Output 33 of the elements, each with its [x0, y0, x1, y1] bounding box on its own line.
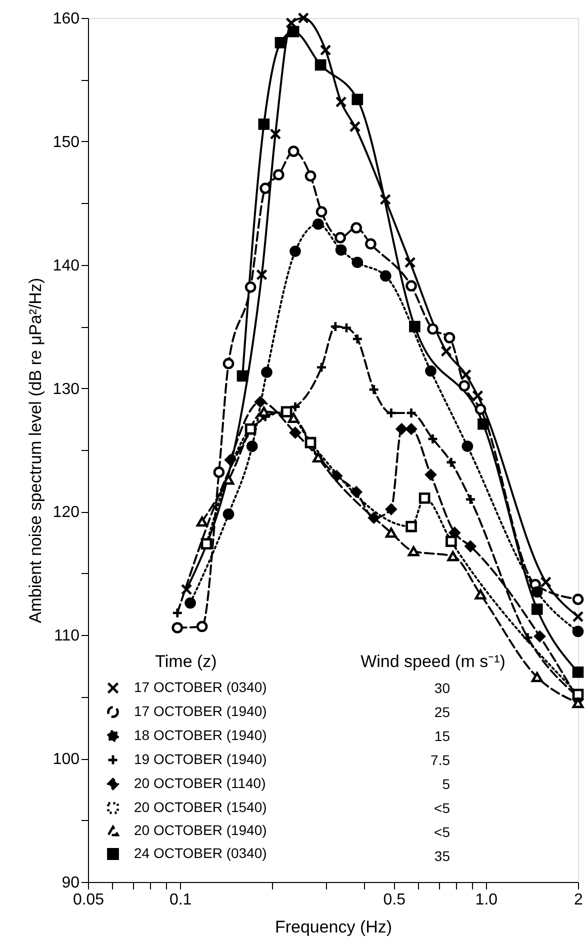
legend-label: 24 OCTOBER (0340) [134, 845, 267, 861]
legend-label: 20 OCTOBER (1540) [134, 799, 267, 815]
x-tick-label: 0.05 [72, 892, 104, 908]
x-tick-label: 1.0 [475, 892, 498, 908]
legend-label: 18 OCTOBER (1940) [134, 727, 267, 743]
x-tick-label: 0.5 [383, 892, 406, 908]
annotation: Wind speed (m s⁻¹) [360, 652, 506, 671]
annotation: <5 [434, 824, 450, 840]
legend-label: 19 OCTOBER (1940) [134, 751, 267, 767]
annotation: 15 [434, 728, 450, 744]
annotation: 7.5 [430, 752, 450, 768]
y-tick-label: 90 [62, 874, 80, 892]
y-tick-label: 150 [52, 134, 80, 151]
y-tick-label: 160 [52, 10, 80, 28]
legend-label: 17 OCTOBER (1940) [134, 703, 267, 719]
annotation: <5 [434, 800, 450, 816]
y-tick-label: 130 [52, 380, 80, 398]
x-tick-label: 0.1 [169, 892, 192, 908]
annotation: 5 [442, 776, 450, 792]
y-tick-label: 140 [52, 257, 80, 274]
y-tick-label: 120 [52, 504, 80, 522]
y-tick-label: 110 [54, 628, 80, 645]
annotation: 30 [434, 680, 450, 696]
legend-label: 20 OCTOBER (1940) [134, 822, 267, 838]
y-tick-label: 100 [52, 751, 80, 768]
legend-title: Time (z) [155, 652, 217, 671]
legend-label: 17 OCTOBER (0340) [134, 679, 267, 695]
annotation: 35 [434, 848, 450, 864]
x-tick-label: 2 [574, 892, 584, 908]
legend-label: 20 OCTOBER (1140) [134, 775, 266, 791]
y-axis-title: Ambient noise spectrum level (dB re μPa²/Hz) [26, 278, 45, 624]
x-axis-title: Frequency (Hz) [274, 918, 392, 936]
annotation: 25 [434, 704, 450, 720]
